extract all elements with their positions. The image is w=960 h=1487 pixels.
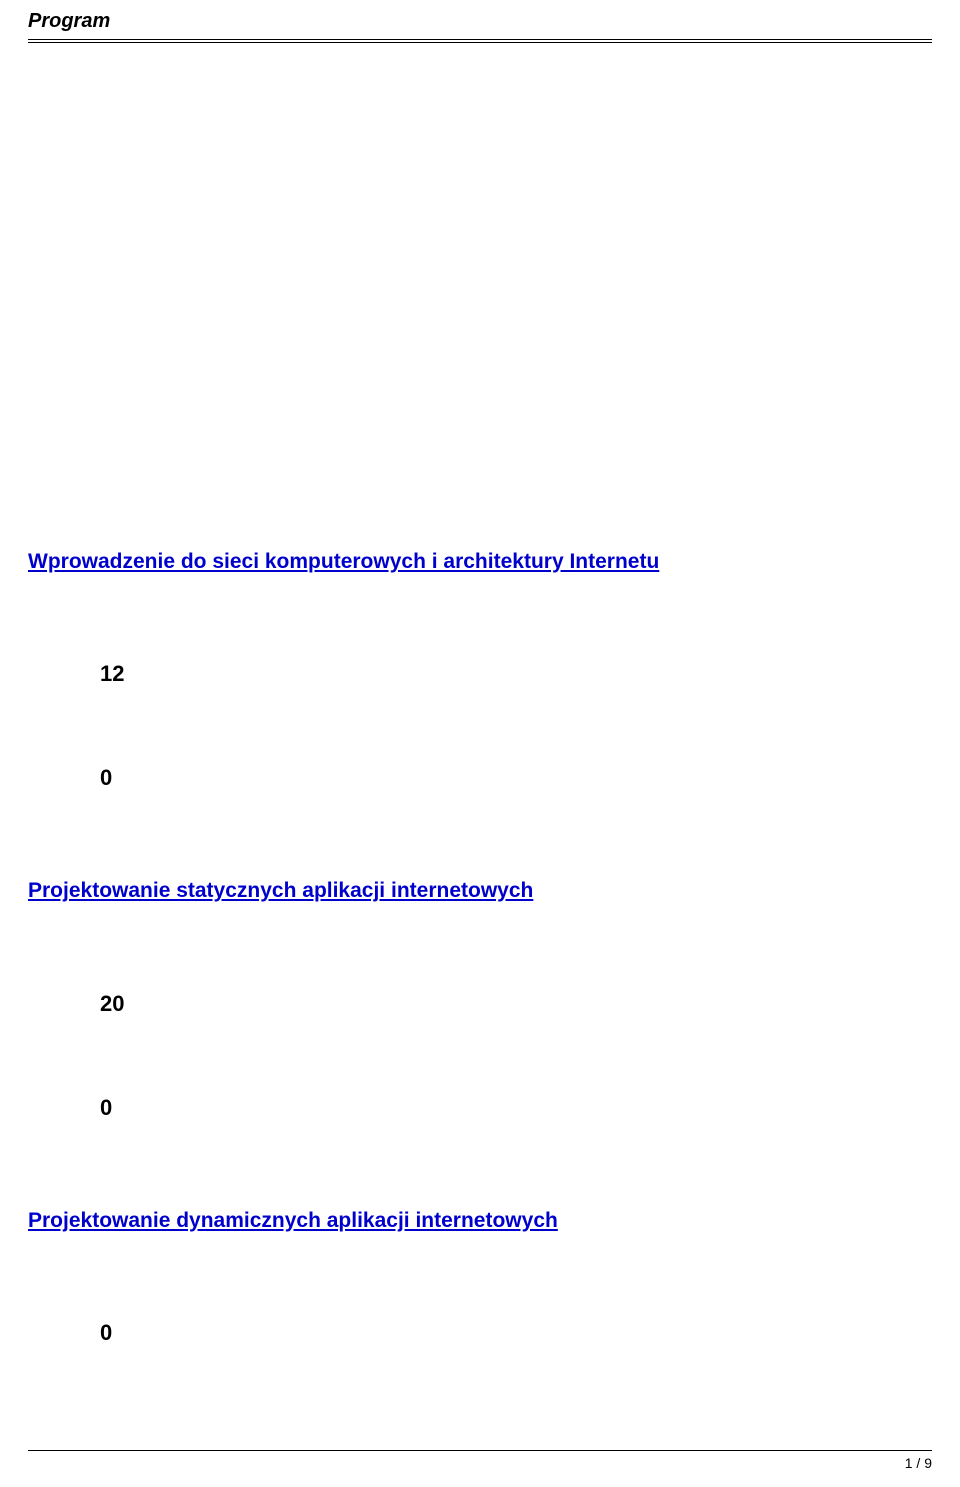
section-1-value-1: 12 <box>28 661 932 687</box>
section-link-3[interactable]: Projektowanie dynamicznych aplikacji int… <box>28 1207 932 1234</box>
section-2-value-2: 0 <box>28 1095 932 1121</box>
content: Wprowadzenie do sieci komputerowych i ar… <box>28 43 932 1346</box>
section-3-value-1: 0 <box>28 1320 932 1346</box>
section-link-1[interactable]: Wprowadzenie do sieci komputerowych i ar… <box>28 548 932 575</box>
page: Program Wprowadzenie do sieci komputerow… <box>0 0 960 1487</box>
section-2-value-1: 20 <box>28 991 932 1017</box>
section-link-2[interactable]: Projektowanie statycznych aplikacji inte… <box>28 877 932 904</box>
page-number: 1 / 9 <box>28 1455 932 1471</box>
footer-rule <box>28 1450 932 1451</box>
section-1-value-2: 0 <box>28 765 932 791</box>
page-header-title: Program <box>28 10 932 40</box>
footer: 1 / 9 <box>28 1450 932 1471</box>
